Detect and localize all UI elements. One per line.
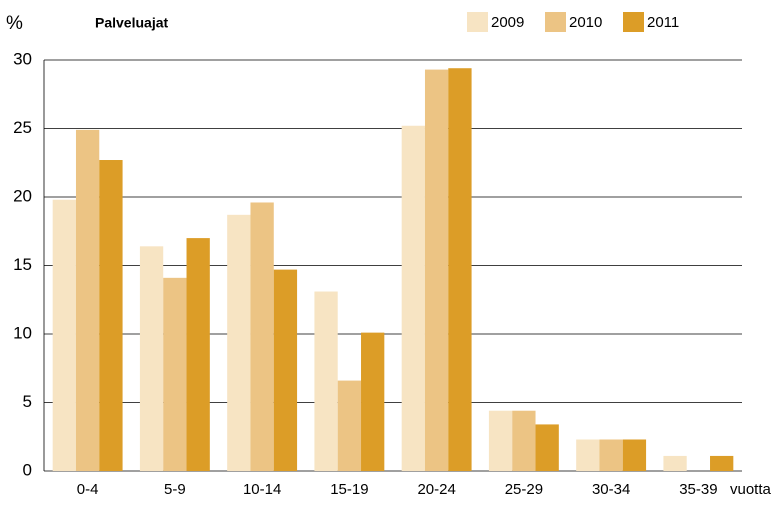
bar — [622, 439, 647, 471]
x-tick-label: 35-39 — [679, 481, 717, 498]
bar — [710, 455, 734, 471]
bar — [227, 214, 251, 471]
y-tick-label: 0 — [23, 460, 32, 479]
bar — [75, 129, 100, 471]
x-tick-label: 10-14 — [243, 481, 281, 498]
y-axis-label: % — [6, 13, 23, 34]
legend-label: 2011 — [647, 14, 679, 31]
legend-swatch — [467, 12, 488, 32]
y-tick-label: 10 — [13, 323, 32, 342]
bar — [424, 69, 449, 471]
bar — [361, 332, 385, 471]
bar — [535, 424, 559, 471]
legend-swatch — [623, 12, 644, 32]
x-tick-label: 20-24 — [417, 481, 455, 498]
x-axis-label: vuotta — [730, 481, 772, 498]
bar — [576, 439, 600, 471]
bar — [139, 246, 164, 471]
bar — [314, 291, 338, 471]
legend-label: 2010 — [569, 14, 602, 31]
bar — [488, 410, 513, 471]
x-tick-label: 0-4 — [77, 481, 99, 498]
legend-label: 2009 — [491, 14, 524, 31]
x-tick-label: 25-29 — [505, 481, 543, 498]
y-tick-label: 15 — [13, 255, 32, 274]
bar — [52, 199, 76, 472]
bar — [186, 238, 210, 471]
bar — [250, 202, 274, 472]
bar — [273, 269, 298, 471]
bar — [337, 380, 362, 471]
x-tick-label: 5-9 — [164, 481, 186, 498]
legend-swatch — [545, 12, 566, 32]
bar — [663, 455, 687, 471]
y-tick-label: 30 — [13, 49, 32, 68]
bar — [163, 277, 187, 471]
y-tick-label: 25 — [13, 118, 32, 137]
bar — [599, 439, 623, 471]
x-tick-label: 15-19 — [330, 481, 368, 498]
y-tick-label: 5 — [23, 392, 32, 411]
bar — [448, 68, 472, 471]
x-tick-label: 30-34 — [592, 481, 630, 498]
bar — [99, 160, 123, 471]
bar — [401, 125, 425, 471]
bar — [512, 410, 536, 471]
y-tick-label: 20 — [13, 186, 32, 205]
chart-title: Palveluajat — [95, 15, 168, 31]
